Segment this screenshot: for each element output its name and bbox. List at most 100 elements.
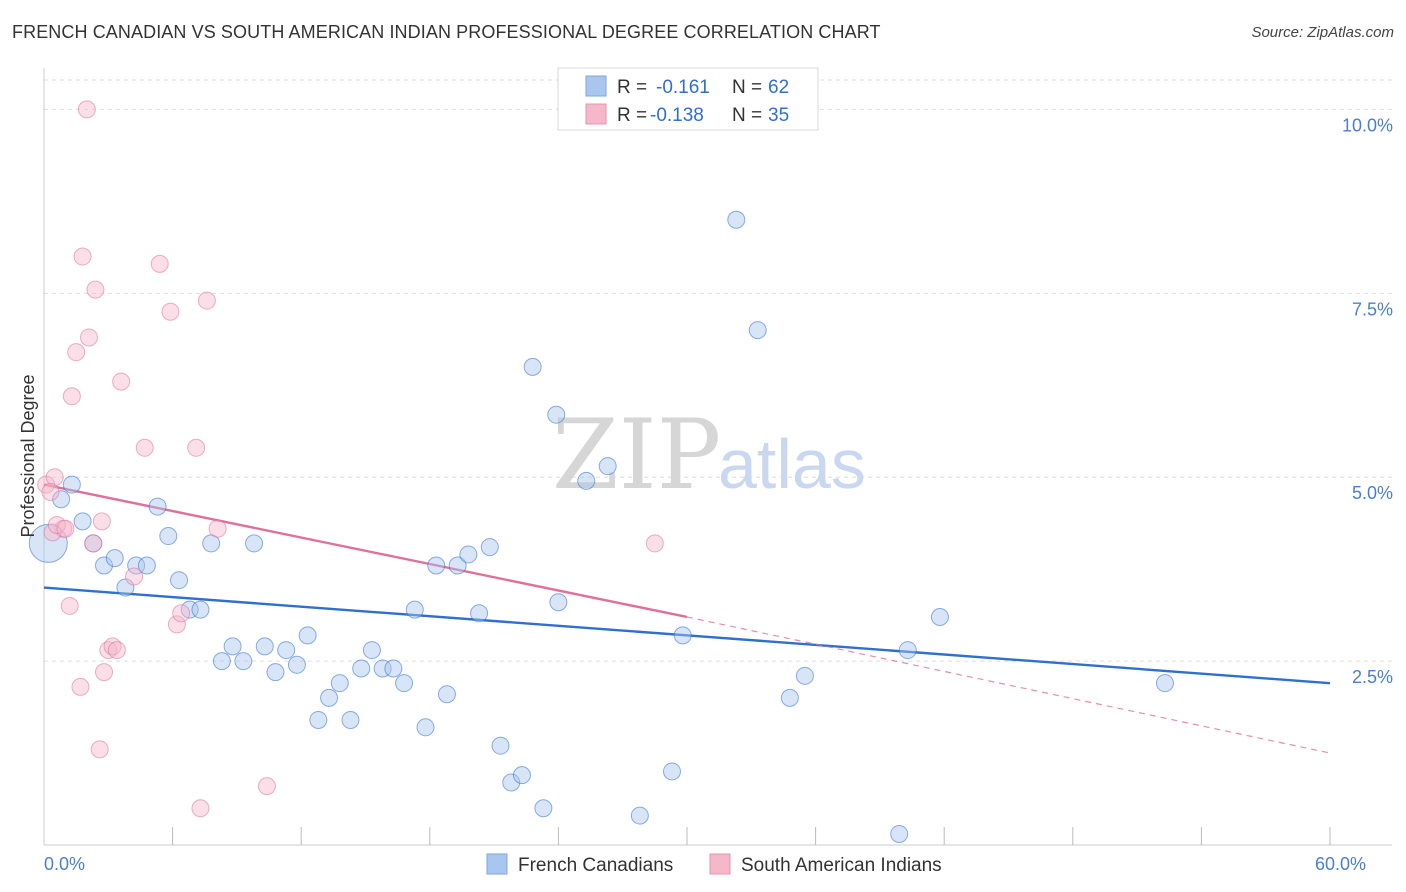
legend-r-label-blue: R = <box>617 77 647 98</box>
point-blue <box>898 641 917 660</box>
point-blue <box>534 799 553 818</box>
point-blue <box>577 471 596 490</box>
gridlines <box>44 79 1392 662</box>
legend-n-value-pink: 35 <box>768 105 789 126</box>
point-blue <box>384 659 403 678</box>
point-blue <box>105 549 124 568</box>
legend-swatch-blue <box>585 75 607 97</box>
point-blue <box>448 556 467 575</box>
point-blue <box>362 641 381 660</box>
source-label: Source: ZipAtlas.com <box>1251 24 1394 41</box>
legend-r-value-pink: -0.138 <box>650 105 704 126</box>
point-blue <box>373 659 392 678</box>
point-blue <box>137 556 156 575</box>
point-blue <box>437 685 456 704</box>
legend-n-value-blue: 62 <box>768 77 789 98</box>
point-pink <box>167 615 186 634</box>
point-blue <box>191 600 210 619</box>
point-pink <box>45 468 64 487</box>
point-pink <box>71 677 90 696</box>
point-pink <box>208 519 227 538</box>
point-pink <box>135 438 154 457</box>
point-blue <box>62 475 81 494</box>
point-blue <box>547 405 566 424</box>
point-blue <box>470 604 489 623</box>
point-pink <box>161 302 180 321</box>
point-pink <box>92 512 111 531</box>
point-blue <box>673 626 692 645</box>
point-blue <box>727 210 746 229</box>
point-blue <box>549 593 568 612</box>
point-blue <box>298 626 317 645</box>
point-blue <box>523 357 542 376</box>
point-blue <box>159 527 178 546</box>
point-blue <box>320 688 339 707</box>
point-blue <box>127 556 146 575</box>
point-blue <box>795 666 814 685</box>
point-blue <box>491 736 510 755</box>
bottom-legend-swatch-pink <box>709 853 731 875</box>
point-pink <box>67 343 86 362</box>
point-pink <box>60 596 79 615</box>
point-pink <box>172 604 191 623</box>
point-pink <box>191 799 210 818</box>
point-blue <box>266 663 285 682</box>
series-legend: French Canadians South American Indians <box>486 853 942 876</box>
point-pink <box>90 740 109 759</box>
point-pink <box>95 663 114 682</box>
y-axis-title: Professional Degree <box>18 374 38 537</box>
point-blue <box>95 556 114 575</box>
point-blue <box>890 824 909 843</box>
data-points <box>28 100 1174 843</box>
y-tick-label: 2.5% <box>1352 667 1393 687</box>
trend-line-blue <box>43 586 1331 685</box>
point-blue <box>930 607 949 626</box>
point-pink <box>84 534 103 553</box>
bottom-legend-label-pink: South American Indians <box>741 855 942 876</box>
point-pink <box>112 372 131 391</box>
point-pink <box>56 519 75 538</box>
point-pink <box>86 280 105 299</box>
point-blue <box>395 674 414 693</box>
y-tick-label: 7.5% <box>1352 299 1393 319</box>
point-blue <box>277 641 296 660</box>
point-pink <box>125 567 144 586</box>
point-blue <box>630 806 649 825</box>
point-blue <box>73 512 92 531</box>
tick-labels: 2.5% 5.0% 7.5% 10.0% 0.0% 60.0% <box>44 115 1393 874</box>
legend-n-label-blue: N = <box>732 77 762 98</box>
trend-extension-pink <box>686 616 1331 754</box>
point-blue <box>598 457 617 476</box>
watermark-atlas: atlas <box>718 425 866 503</box>
point-pink <box>257 777 276 796</box>
point-pink <box>107 641 126 660</box>
point-blue <box>212 652 231 671</box>
point-blue <box>255 637 274 656</box>
point-blue <box>427 556 446 575</box>
point-blue <box>512 766 531 785</box>
chart-title: FRENCH CANADIAN VS SOUTH AMERICAN INDIAN… <box>12 22 881 42</box>
stats-legend: R = -0.161 N = 62 R = -0.138 N = 35 <box>557 67 819 131</box>
point-blue <box>459 545 478 564</box>
point-blue <box>330 674 349 693</box>
trend-lines <box>43 483 1331 754</box>
point-blue <box>480 538 499 557</box>
point-blue <box>341 710 360 729</box>
y-tick-label: 5.0% <box>1352 483 1393 503</box>
point-pink <box>62 387 81 406</box>
point-pink <box>77 100 96 119</box>
point-blue <box>780 688 799 707</box>
point-pink <box>41 482 60 501</box>
point-blue <box>1155 674 1174 693</box>
point-pink <box>187 438 206 457</box>
axes <box>43 68 1392 846</box>
point-blue <box>309 710 328 729</box>
point-pink <box>73 247 92 266</box>
point-blue <box>405 600 424 619</box>
point-blue <box>748 321 767 340</box>
point-pink <box>47 516 66 535</box>
point-blue <box>223 637 242 656</box>
point-blue <box>502 773 521 792</box>
bottom-legend-swatch-blue <box>486 853 508 875</box>
